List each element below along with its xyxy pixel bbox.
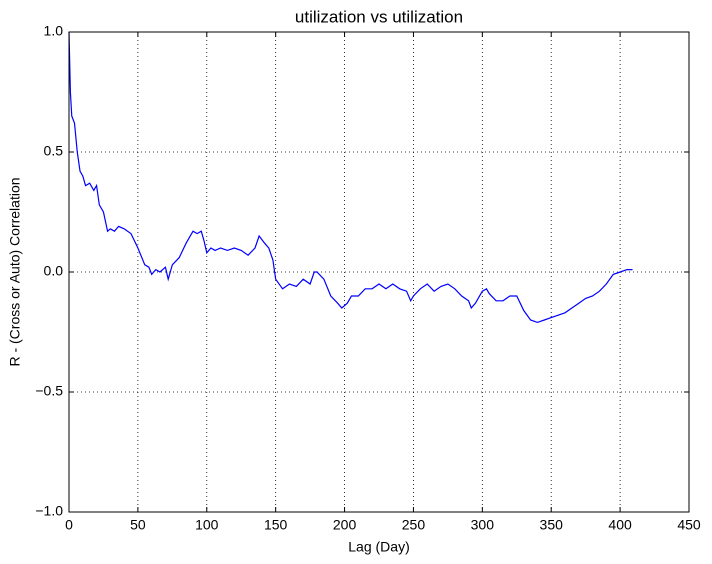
- y-tick-label: −0.5: [35, 383, 63, 399]
- y-tick-label: 0.0: [44, 263, 64, 279]
- x-tick-label: 350: [540, 517, 564, 533]
- x-axis-label: Lag (Day): [348, 539, 409, 555]
- x-tick-label: 0: [65, 517, 73, 533]
- x-tick-label: 150: [264, 517, 288, 533]
- x-tick-label: 400: [608, 517, 632, 533]
- x-tick-label: 50: [130, 517, 146, 533]
- x-tick-label: 250: [402, 517, 426, 533]
- x-tick-label: 100: [195, 517, 219, 533]
- x-tick-label: 450: [677, 517, 701, 533]
- x-tick-label: 300: [471, 517, 495, 533]
- plot-frame: [68, 31, 690, 513]
- y-tick-label: 1.0: [44, 23, 64, 39]
- y-axis-label: R - (Cross or Auto) Correlation: [7, 177, 23, 366]
- chart-title: utilization vs utilization: [295, 7, 463, 26]
- y-tick-label: −1.0: [35, 503, 63, 519]
- y-tick-label: 0.5: [44, 143, 64, 159]
- data-line: [68, 31, 633, 324]
- x-tick-label: 200: [333, 517, 357, 533]
